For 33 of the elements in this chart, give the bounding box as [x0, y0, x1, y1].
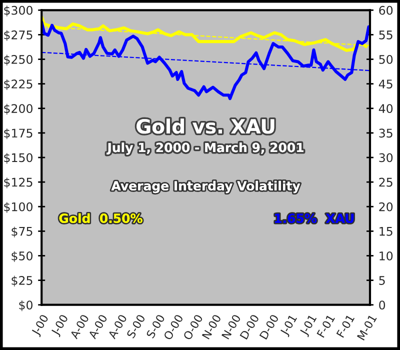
y2-tick-label: 50: [379, 54, 393, 64]
y-tick-label: $50: [12, 251, 32, 262]
y2-tick-label: 35: [379, 128, 392, 138]
y2-tick-label: 55: [379, 30, 392, 40]
y2-tick-label: 30: [379, 153, 393, 162]
line-series: [42, 15, 368, 52]
annotation: Gold 0.50%: [59, 213, 142, 224]
y2-tick-label: 15: [380, 227, 392, 236]
y-tick-label: $250: [4, 54, 32, 66]
y-tick-label: $275: [4, 30, 32, 41]
y2-tick-label: 5: [379, 276, 385, 285]
y-tick-label: $100: [4, 202, 32, 213]
y2-tick-label: 0: [379, 300, 386, 310]
y2-tick-label: 45: [378, 80, 392, 88]
y2-tick-label: 40: [378, 104, 393, 114]
y-tick-label: $75: [12, 226, 32, 238]
y2-tick-label: 60: [379, 6, 393, 15]
y-tick-label: $200: [4, 104, 32, 115]
annotation: Average Interday Volatility: [111, 180, 300, 194]
y-tick-label: $150: [4, 153, 32, 164]
y2-tick-label: 20: [379, 202, 393, 212]
y-tick-label: $25: [12, 276, 32, 287]
text: July 1, 2000 - March 9, 2001: [106, 142, 304, 155]
y-tick-label: $300: [4, 6, 32, 16]
y2-tick-label: 25: [379, 178, 392, 187]
y-tick-label: $175: [4, 128, 32, 140]
line-series: [42, 20, 370, 100]
y-tick-label: $225: [4, 79, 32, 90]
text: Gold vs. XAU: [136, 118, 274, 134]
y-tick-label: $0: [19, 300, 32, 312]
y-tick-label: $125: [4, 178, 32, 188]
y2-tick-label: 10: [380, 251, 393, 260]
annotation: 1.65% XAU: [275, 214, 354, 224]
